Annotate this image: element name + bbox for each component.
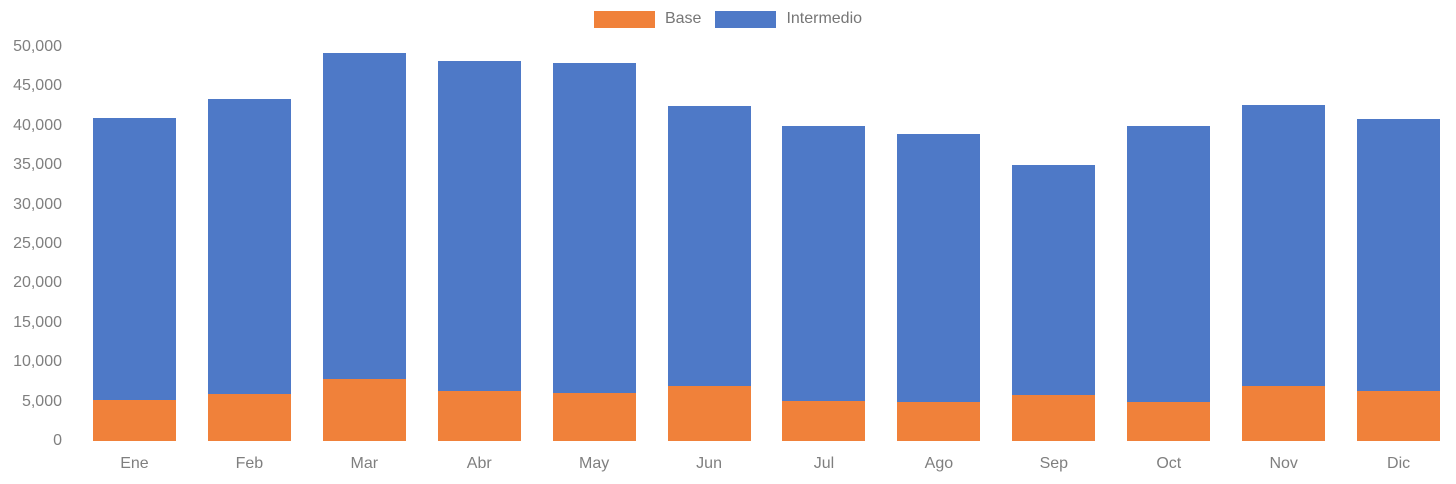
bar-column-nov: [1226, 47, 1341, 441]
x-axis-label: Oct: [1156, 455, 1182, 472]
x-axis-label: Mar: [350, 455, 379, 472]
y-axis-tick-label: 25,000: [13, 235, 62, 252]
bar-segment-intermedio: [322, 53, 406, 379]
legend-label-base: Base: [664, 10, 702, 27]
bar-column-may: [537, 47, 652, 441]
bar-column-ene: [77, 47, 192, 441]
stacked-bar: [1012, 165, 1096, 441]
y-axis-tick-label: 30,000: [13, 195, 62, 213]
stacked-bar: [1242, 105, 1326, 441]
bar-segment-intermedio: [667, 106, 751, 386]
bar-segment-intermedio: [552, 62, 636, 393]
x-axis-label: Jul: [813, 455, 835, 472]
y-axis-tick-label: 5,000: [21, 392, 62, 410]
bar-segment-base: [207, 393, 291, 441]
stacked-bar: [207, 99, 291, 441]
legend-item-intermedio: Intermedio: [715, 10, 862, 28]
y-axis-tick-label: 10,000: [13, 353, 62, 371]
x-axis-label: Ene: [120, 455, 149, 472]
stacked-bar: [552, 62, 636, 441]
plot-area: [77, 47, 1456, 441]
stacked-bar: [1127, 125, 1211, 441]
stacked-bar: [437, 61, 521, 441]
x-axis: Ene Feb Mar Abr May Jun Jul Ago Sep Oct Nov Dic: [77, 455, 1456, 473]
bar-column-jun: [652, 47, 767, 441]
bar-segment-base: [897, 402, 981, 441]
y-axis-tick-label: 50,000: [13, 38, 62, 55]
bar-segment-base: [437, 391, 521, 441]
y-axis-tick-label: 35,000: [13, 156, 62, 174]
bar-column-oct: [1111, 47, 1226, 441]
bar-segment-base: [552, 392, 636, 441]
bar-segment-base: [1127, 401, 1211, 441]
bar-segment-intermedio: [437, 61, 521, 392]
bar-segment-base: [1357, 390, 1441, 441]
y-axis-tick-label: 0: [53, 432, 62, 449]
bar-column-ago: [881, 47, 996, 441]
legend-swatch-base: [593, 10, 655, 28]
bar-segment-base: [1012, 395, 1096, 441]
stacked-bar: [322, 53, 406, 441]
legend-label-intermedio: Intermedio: [786, 10, 863, 27]
x-axis-label: Nov: [1269, 455, 1298, 472]
stacked-bar: [92, 117, 176, 441]
bar-segment-intermedio: [1012, 165, 1096, 396]
bar-segment-base: [782, 400, 866, 441]
bar-segment-base: [322, 378, 406, 441]
y-axis-tick-label: 40,000: [13, 116, 62, 134]
x-axis-label: May: [579, 455, 610, 472]
x-axis-label: Dic: [1387, 455, 1411, 472]
stacked-bar: [667, 106, 751, 441]
bar-column-sep: [996, 47, 1111, 441]
bar-segment-intermedio: [92, 117, 176, 401]
bar-column-jul: [767, 47, 882, 441]
bar-segment-intermedio: [207, 99, 291, 394]
bar-column-feb: [192, 47, 307, 441]
bar-segment-base: [1242, 385, 1326, 441]
bar-column-abr: [422, 47, 537, 441]
x-axis-label: Ago: [924, 455, 954, 472]
stacked-bar: [1357, 118, 1441, 441]
x-axis-label: Jun: [696, 455, 722, 472]
bar-segment-intermedio: [1357, 118, 1441, 391]
bar-column-mar: [307, 47, 422, 441]
y-axis: 0 5,000 10,000 15,000 20,000 25,000 30,000 35,0…: [0, 0, 62, 484]
bar-segment-intermedio: [897, 133, 981, 403]
y-axis-tick-label: 20,000: [13, 274, 62, 292]
legend-swatch-intermedio: [715, 10, 777, 28]
stacked-bar: [897, 133, 981, 441]
bar-segment-base: [667, 385, 751, 441]
y-axis-tick-label: 15,000: [13, 313, 62, 331]
x-axis-label: Feb: [235, 455, 264, 472]
bar-column-dic: [1341, 47, 1456, 441]
x-axis-label: Abr: [466, 455, 492, 472]
legend-item-base: Base: [593, 10, 702, 28]
bar-segment-intermedio: [782, 125, 866, 401]
legend: Base Intermedio: [0, 0, 1456, 38]
bar-segment-base: [92, 400, 176, 441]
x-axis-label: Sep: [1039, 455, 1069, 472]
y-axis-tick-label: 45,000: [13, 77, 62, 95]
stacked-bar: [782, 125, 866, 441]
bar-segment-intermedio: [1242, 105, 1326, 386]
bar-segment-intermedio: [1127, 125, 1211, 402]
